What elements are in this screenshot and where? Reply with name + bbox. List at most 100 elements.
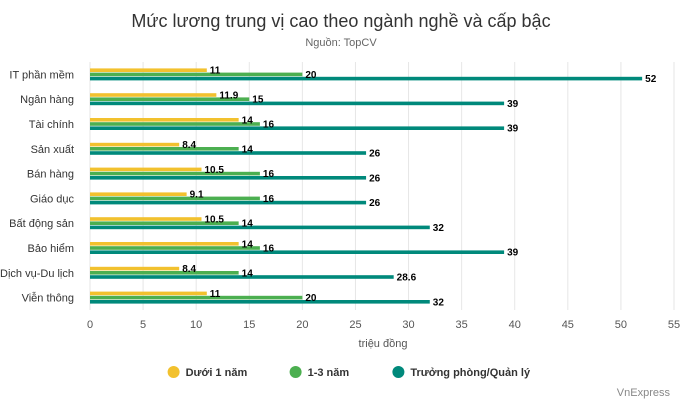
x-axis-title: triệu đồng xyxy=(359,338,408,350)
x-tick-label: 20 xyxy=(296,319,308,331)
data-label: 14 xyxy=(242,115,254,126)
data-label: 8.4 xyxy=(182,140,196,151)
category-label: IT phần mềm xyxy=(9,69,74,81)
data-label: 9.1 xyxy=(190,190,204,201)
data-label: 15 xyxy=(252,95,264,106)
chart-subtitle: Nguồn: TopCV xyxy=(305,37,377,49)
data-label: 26 xyxy=(369,149,381,160)
x-tick-label: 5 xyxy=(140,319,146,331)
x-axis-ticks: 0 5 10 15 20 25 30 35 40 45 50 55 xyxy=(87,319,680,331)
data-label: 14 xyxy=(242,144,254,155)
bar[interactable] xyxy=(90,192,187,196)
data-label: 28.6 xyxy=(397,273,417,284)
bar[interactable] xyxy=(90,295,303,300)
data-label: 14 xyxy=(242,239,254,250)
bar[interactable] xyxy=(90,151,367,155)
category-label: Dịch vụ-Du lịch xyxy=(0,268,74,280)
data-label: 32 xyxy=(433,297,445,308)
bar[interactable] xyxy=(90,122,260,126)
bar[interactable] xyxy=(90,126,505,130)
category-label: Bảo hiểm xyxy=(28,243,74,255)
data-label: 10.5 xyxy=(204,165,224,176)
data-label: 32 xyxy=(433,223,445,234)
bar[interactable] xyxy=(90,97,250,101)
legend-marker xyxy=(392,366,405,378)
data-label: 16 xyxy=(263,169,275,180)
bar[interactable] xyxy=(90,176,367,180)
bar[interactable] xyxy=(90,93,217,97)
data-labels: 11 20 52 11.9 15 39 14 16 39 8.4 14 26 10.5 16 26 9.1 16… xyxy=(182,66,657,309)
legend-label: Dưới 1 năm xyxy=(186,367,248,379)
bar[interactable] xyxy=(90,266,180,271)
data-label: 11 xyxy=(210,289,221,300)
bar[interactable] xyxy=(90,147,239,151)
bar[interactable] xyxy=(90,225,430,230)
legend-item[interactable]: Dưới 1 năm xyxy=(167,366,248,379)
legend[interactable]: Dưới 1 năm 1-3 năm Trưởng phòng/Quản lý xyxy=(167,366,531,379)
data-label: 14 xyxy=(242,268,254,279)
bar[interactable] xyxy=(90,271,239,275)
x-tick-label: 0 xyxy=(87,319,93,331)
category-label: Viễn thông xyxy=(22,292,74,305)
data-label: 10.5 xyxy=(204,215,224,226)
legend-item[interactable]: Trưởng phòng/Quản lý xyxy=(392,366,531,379)
bar[interactable] xyxy=(90,200,367,205)
bar[interactable] xyxy=(90,76,643,81)
data-label: 20 xyxy=(305,293,317,304)
data-label: 16 xyxy=(263,244,275,255)
x-tick-label: 35 xyxy=(456,319,468,331)
bar[interactable] xyxy=(90,275,394,279)
bar[interactable] xyxy=(90,221,239,225)
data-label: 39 xyxy=(507,99,519,110)
bar[interactable] xyxy=(90,68,207,72)
x-tick-label: 30 xyxy=(402,319,414,331)
category-label: Bán hàng xyxy=(27,169,74,181)
data-label: 11 xyxy=(210,66,221,77)
x-tick-label: 55 xyxy=(668,319,680,331)
bars xyxy=(90,68,643,304)
data-label: 39 xyxy=(507,248,519,259)
x-tick-label: 15 xyxy=(243,319,255,331)
legend-marker xyxy=(167,366,180,378)
data-label: 11.9 xyxy=(219,91,238,102)
data-label: 8.4 xyxy=(182,264,196,275)
bar[interactable] xyxy=(90,171,260,176)
bar[interactable] xyxy=(90,142,180,147)
bar[interactable] xyxy=(90,242,239,246)
x-tick-label: 10 xyxy=(190,319,202,331)
data-label: 14 xyxy=(242,219,254,230)
legend-label: Trưởng phòng/Quản lý xyxy=(410,367,531,379)
bar[interactable] xyxy=(90,246,260,250)
category-labels: IT phần mềm Ngân hàng Tài chính Sản xuất Bán… xyxy=(0,69,74,304)
data-label: 52 xyxy=(645,74,657,85)
bar[interactable] xyxy=(90,101,505,106)
data-label: 20 xyxy=(305,70,317,81)
x-tick-label: 45 xyxy=(562,319,574,331)
legend-label: 1-3 năm xyxy=(308,367,350,379)
category-label: Sản xuất xyxy=(31,144,74,156)
credit-text: VnExpress xyxy=(617,387,671,399)
data-label: 16 xyxy=(263,120,275,131)
x-tick-label: 40 xyxy=(509,319,521,331)
bar[interactable] xyxy=(90,217,202,221)
category-label: Bất động sản xyxy=(9,218,74,230)
category-label: Ngân hàng xyxy=(20,94,74,106)
category-label: Giáo dục xyxy=(30,193,75,205)
x-tick-label: 25 xyxy=(349,319,361,331)
bar[interactable] xyxy=(90,250,505,254)
bar[interactable] xyxy=(90,167,202,172)
category-label: Tài chính xyxy=(29,119,74,131)
data-label: 39 xyxy=(507,124,519,135)
x-tick-label: 50 xyxy=(615,319,627,331)
data-label: 26 xyxy=(369,198,381,209)
legend-marker xyxy=(289,366,302,378)
bar[interactable] xyxy=(90,118,239,122)
bar[interactable] xyxy=(90,196,260,201)
legend-item[interactable]: 1-3 năm xyxy=(289,366,350,379)
bar[interactable] xyxy=(90,72,303,77)
data-label: 26 xyxy=(369,173,381,184)
data-label: 16 xyxy=(263,194,275,205)
bar[interactable] xyxy=(90,291,207,296)
bar[interactable] xyxy=(90,300,430,304)
